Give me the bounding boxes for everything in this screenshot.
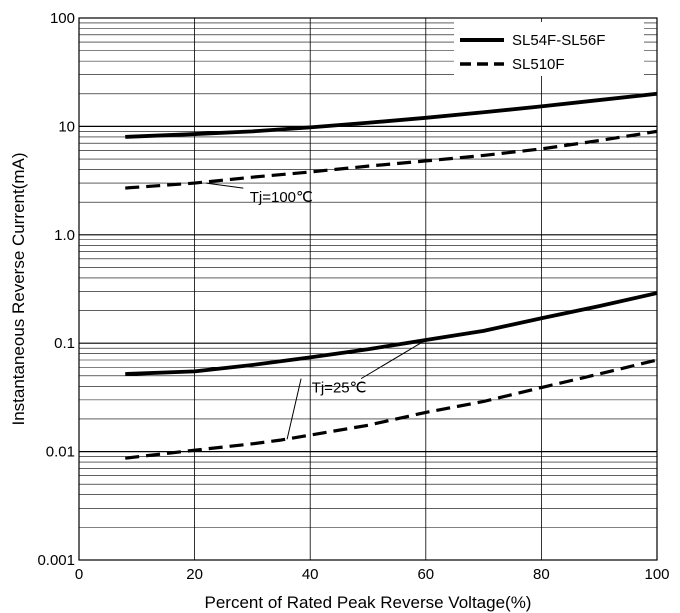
legend: SL54F-SL56F SL510F <box>454 22 644 76</box>
legend-label-sl54f-sl56f: SL54F-SL56F <box>512 32 605 49</box>
y-tick-label: 0.001 <box>37 552 75 569</box>
y-tick-label: 10 <box>58 118 75 135</box>
y-tick-label: 0.1 <box>54 335 75 352</box>
plot-frame <box>78 17 658 561</box>
annotation-leader-line <box>360 339 427 380</box>
y-tick-label: 100 <box>50 10 75 27</box>
series-line-sl54f-sl56f-tj100 <box>125 91 658 139</box>
y-tick-label: 0.01 <box>46 444 75 461</box>
annotation-leader-line <box>286 378 302 440</box>
tick-layer: 0 20 40 60 80 100 0.001 0.01 0.1 1.0 10 100 <box>37 10 669 583</box>
x-tick-label: 100 <box>644 566 669 583</box>
x-tick-label: 0 <box>75 566 83 583</box>
annotation-leader-line <box>206 182 244 189</box>
annotation-label: Tj=100℃ <box>250 189 313 206</box>
legend-label-sl510f: SL510F <box>512 56 565 73</box>
x-tick-label: 20 <box>186 566 203 583</box>
y-tick-label: 1.0 <box>54 227 75 244</box>
annotation-layer: Tj=100℃ Tj=25℃ <box>206 182 427 440</box>
series-line-sl54f-sl56f-tj25 <box>125 291 658 376</box>
annotation-label: Tj=25℃ <box>312 380 367 397</box>
y-axis-title: Instantaneous Reverse Current(mA) <box>9 152 28 425</box>
series-layer <box>125 91 658 460</box>
x-tick-label: 40 <box>302 566 319 583</box>
series-line-sl510f-tj25 <box>125 358 658 460</box>
x-tick-label: 60 <box>417 566 434 583</box>
x-axis-title: Percent of Rated Peak Reverse Voltage(%) <box>205 593 532 612</box>
x-tick-label: 80 <box>533 566 550 583</box>
legend-background <box>454 22 644 76</box>
series-line-sl510f-tj100 <box>125 129 658 190</box>
